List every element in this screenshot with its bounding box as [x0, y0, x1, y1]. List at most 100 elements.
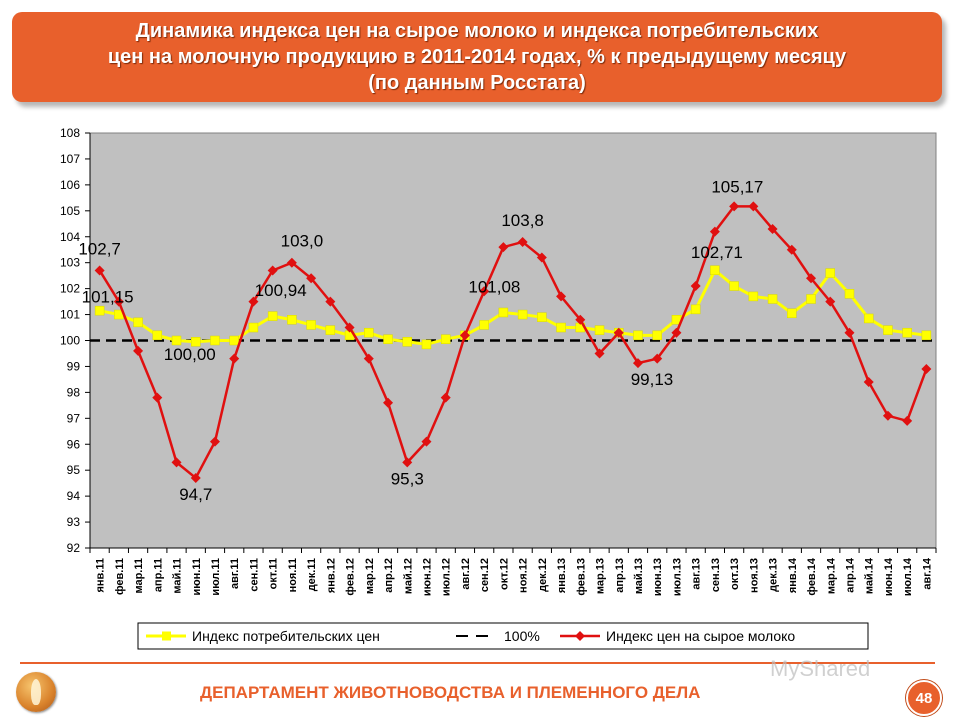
series-milk-line [98, 205, 928, 480]
x-tick-label: ноя.11 [287, 558, 299, 592]
milk-point [594, 348, 605, 359]
cpi-point [902, 327, 912, 338]
cpi-point [479, 320, 489, 330]
y-tick-label: 108 [60, 126, 80, 140]
cpi-point [690, 304, 701, 315]
milk-point [190, 472, 201, 483]
x-tick-label: янв.14 [787, 557, 799, 593]
x-tick-label: апр.13 [614, 558, 626, 593]
x-tick-label: май.14 [864, 557, 876, 594]
y-tick-label: 92 [67, 541, 81, 555]
cpi-point [152, 330, 163, 341]
x-tick-label: июл.11 [210, 558, 222, 596]
page-number-badge: 48 [906, 680, 942, 716]
milk-point [844, 327, 855, 338]
footer-divider [20, 662, 935, 664]
x-tick-label: мар.13 [595, 558, 607, 594]
milk-point [806, 273, 817, 284]
y-tick-label: 99 [67, 359, 81, 373]
x-tick-label: июл.14 [902, 557, 914, 596]
milk-point [729, 201, 740, 212]
milk-point [498, 242, 509, 253]
data-label: 101,08 [468, 277, 520, 296]
milk-point [402, 457, 413, 468]
cpi-point [806, 294, 816, 304]
x-tick-label: мар.14 [825, 557, 837, 594]
x-tick-label: май.11 [172, 558, 184, 594]
cpi-point [729, 281, 739, 291]
title-line-2: цен на молочную продукцию в 2011-2014 го… [107, 46, 847, 68]
data-label: 105,17 [711, 177, 763, 196]
milk-point [113, 296, 124, 307]
x-tick-label: июн.13 [652, 558, 664, 596]
y-tick-label: 102 [60, 282, 80, 296]
legend-box [137, 622, 869, 650]
data-label: 100,94 [255, 281, 307, 300]
cpi-point [825, 268, 835, 278]
cpi-point [883, 325, 893, 335]
y-tick-label: 96 [67, 437, 81, 451]
x-tick-label: ноя.13 [748, 558, 760, 593]
cpi-point [402, 337, 412, 347]
legend-milk-swatch-marker [575, 631, 585, 641]
milk-point [479, 286, 490, 297]
milk-point [882, 410, 893, 421]
y-tick-label: 95 [67, 463, 81, 477]
milk-point [921, 364, 932, 375]
x-tick-label: окт.11 [268, 558, 280, 589]
x-tick-label: фев.14 [806, 557, 818, 596]
data-label: 99,13 [631, 370, 674, 389]
title-banner: Динамика индекса цен на сырое молоко и и… [12, 12, 942, 102]
milk-point [459, 330, 470, 341]
cpi-point [248, 322, 259, 333]
x-tick-label: май.12 [402, 558, 414, 594]
x-tick-label: авг.14 [921, 557, 933, 590]
cpi-point [191, 337, 201, 347]
data-label: 103,8 [501, 211, 544, 230]
data-label: 95,3 [391, 469, 424, 488]
y-tick-label: 105 [60, 204, 80, 218]
cpi-point [325, 325, 336, 335]
cpi-point [556, 322, 566, 333]
cpi-point [229, 335, 239, 346]
cpi-point [921, 330, 932, 341]
milk-point [286, 257, 297, 268]
y-tick-label: 104 [60, 230, 80, 244]
x-tick-label: июн.14 [883, 557, 895, 596]
milk-point [671, 327, 682, 338]
milk-point [517, 236, 528, 247]
cpi-point [421, 339, 432, 350]
milk-point [229, 353, 240, 364]
data-label: 102,71 [691, 243, 743, 262]
legend-cpi-swatch-marker [162, 631, 171, 641]
x-tick-label: окт.12 [498, 558, 510, 590]
y-tick-label: 101 [60, 308, 80, 322]
milk-point [556, 291, 567, 302]
milk-point [748, 201, 759, 212]
logo-leaf [31, 679, 41, 705]
cpi-point [748, 291, 759, 302]
x-tick-label: фев.12 [345, 558, 357, 596]
footer-department: ДЕПАРТАМЕНТ ЖИВОТНОВОДСТВА И ПЛЕМЕННОГО … [200, 683, 701, 702]
milk-point [863, 377, 874, 387]
milk-point [690, 281, 701, 292]
milk-point [786, 244, 797, 255]
cpi-point [517, 309, 528, 320]
milk-point [440, 392, 451, 403]
milk-point [152, 392, 163, 403]
cpi-point [633, 330, 643, 341]
x-tick-label: фев.11 [114, 558, 126, 595]
cpi-point [710, 265, 720, 275]
title-line-1: Динамика индекса цен на сырое молоко и и… [135, 20, 819, 42]
milk-point [363, 353, 374, 364]
y-tick-label: 107 [60, 152, 80, 166]
watermark-text: MyShared [770, 656, 871, 681]
milk-point [325, 296, 336, 307]
x-tick-label: фев.13 [575, 558, 587, 596]
milk-point [344, 322, 355, 333]
data-label: 102,7 [78, 239, 121, 258]
milk-point [902, 415, 913, 426]
y-tick-label: 93 [67, 515, 81, 529]
y-tick-label: 97 [67, 411, 81, 425]
data-label: 101,15 [82, 288, 134, 307]
